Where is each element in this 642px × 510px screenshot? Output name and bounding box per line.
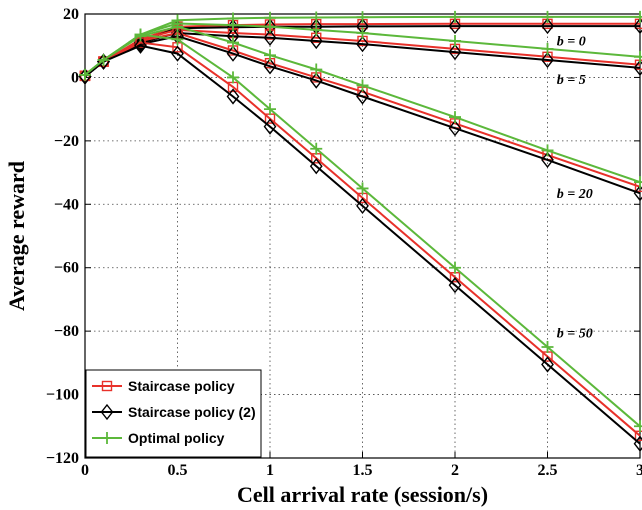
data-point-diamond bbox=[448, 120, 462, 137]
series-b50-plus bbox=[79, 28, 642, 433]
data-point-diamond bbox=[633, 17, 642, 35]
series-layer bbox=[78, 10, 642, 452]
data-point-diamond bbox=[541, 356, 554, 373]
data-point-plus bbox=[171, 20, 184, 33]
y-tick-label: −20 bbox=[54, 133, 79, 150]
data-point-diamond bbox=[309, 72, 323, 89]
data-point-diamond bbox=[633, 185, 642, 202]
data-point-plus bbox=[541, 42, 554, 55]
series-line bbox=[84, 44, 641, 445]
data-point-plus bbox=[134, 28, 147, 41]
legend-label: Staircase policy bbox=[128, 378, 235, 394]
data-point-plus bbox=[310, 142, 323, 155]
data-point-diamond bbox=[309, 158, 323, 175]
data-point-diamond bbox=[356, 88, 369, 105]
data-point-diamond bbox=[226, 45, 240, 62]
legend-box bbox=[85, 369, 262, 458]
data-point-plus bbox=[356, 27, 369, 40]
data-point-plus bbox=[310, 11, 323, 24]
legend-marker-diamond bbox=[100, 403, 114, 421]
x-tick-label: 2.5 bbox=[538, 462, 558, 479]
data-point-plus bbox=[449, 111, 461, 124]
y-axis-label: Average reward bbox=[4, 161, 29, 311]
y-tick-label: −60 bbox=[54, 260, 79, 277]
data-point-diamond bbox=[134, 37, 147, 54]
data-point-diamond bbox=[134, 35, 147, 53]
y-tick-label: 20 bbox=[63, 6, 79, 23]
data-point-diamond bbox=[448, 43, 462, 61]
axis-ticks: 0 0.5 1 1.5 2 2.5 3 −120 −100 −80 −60 −40 −20 0 20 bbox=[46, 6, 642, 479]
data-point-diamond bbox=[633, 435, 642, 452]
data-point-diamond bbox=[541, 17, 554, 35]
data-point-plus bbox=[227, 19, 239, 32]
data-point-plus bbox=[79, 68, 91, 81]
curve-annotation: b = 20 bbox=[557, 187, 593, 202]
data-point-plus bbox=[310, 23, 323, 36]
x-axis-label: Cell arrival rate (session/s) bbox=[237, 482, 488, 507]
data-point-plus bbox=[171, 33, 184, 46]
x-tick-label: 3 bbox=[636, 462, 642, 479]
data-point-diamond bbox=[171, 45, 184, 62]
data-point-plus bbox=[634, 50, 642, 63]
data-point-diamond bbox=[448, 17, 462, 35]
data-point-plus bbox=[541, 144, 554, 157]
data-point-plus bbox=[541, 341, 554, 353]
x-tick-label: 1 bbox=[266, 462, 274, 479]
y-tick-label: 0 bbox=[71, 69, 79, 86]
data-point-plus bbox=[356, 182, 369, 195]
data-point-diamond bbox=[309, 32, 323, 50]
legend-label: Optimal policy bbox=[128, 430, 225, 446]
x-tick-label: 2 bbox=[451, 462, 459, 479]
y-tick-label: −80 bbox=[54, 323, 79, 340]
legend-marker-plus bbox=[101, 432, 113, 444]
data-point-plus bbox=[227, 36, 239, 49]
data-point-diamond bbox=[356, 35, 369, 53]
x-tick-label: 0 bbox=[81, 462, 89, 479]
data-point-plus bbox=[264, 103, 276, 116]
annotations: b = 0 b = 5 b = 20 b = 50 bbox=[557, 35, 593, 342]
data-point-plus bbox=[449, 10, 461, 23]
data-point-plus bbox=[356, 79, 369, 92]
data-point-plus bbox=[449, 261, 461, 274]
data-point-plus bbox=[227, 71, 239, 84]
data-point-diamond bbox=[541, 151, 554, 169]
data-point-diamond bbox=[541, 51, 554, 69]
legend-marker-square bbox=[101, 380, 113, 392]
data-point-diamond bbox=[263, 118, 277, 135]
legend-label: Staircase policy (2) bbox=[128, 404, 256, 420]
y-tick-label: −120 bbox=[46, 450, 79, 467]
data-point-diamond bbox=[263, 29, 277, 46]
data-point-plus bbox=[310, 63, 323, 76]
data-point-plus bbox=[264, 49, 276, 62]
data-point-plus bbox=[634, 10, 642, 23]
curve-annotation: b = 0 bbox=[557, 35, 586, 50]
data-point-plus bbox=[634, 420, 642, 433]
y-tick-label: −40 bbox=[54, 196, 79, 213]
data-point-plus bbox=[541, 10, 554, 23]
data-point-diamond bbox=[356, 197, 369, 215]
legend: Staircase policy Staircase policy (2) Opti… bbox=[85, 369, 262, 458]
data-point-diamond bbox=[263, 58, 277, 75]
curve-annotation: b = 50 bbox=[557, 326, 593, 341]
x-tick-label: 0.5 bbox=[168, 462, 188, 479]
x-tick-label: 1.5 bbox=[353, 462, 373, 479]
curve-annotation: b = 5 bbox=[557, 73, 586, 88]
y-tick-label: −100 bbox=[46, 387, 79, 404]
data-point-diamond bbox=[633, 59, 642, 77]
data-point-plus bbox=[634, 176, 642, 189]
data-point-plus bbox=[264, 20, 276, 33]
data-point-plus bbox=[97, 53, 110, 66]
data-point-plus bbox=[449, 34, 461, 47]
data-point-diamond bbox=[226, 88, 240, 105]
data-point-plus bbox=[356, 11, 369, 24]
data-point-diamond bbox=[448, 277, 462, 294]
